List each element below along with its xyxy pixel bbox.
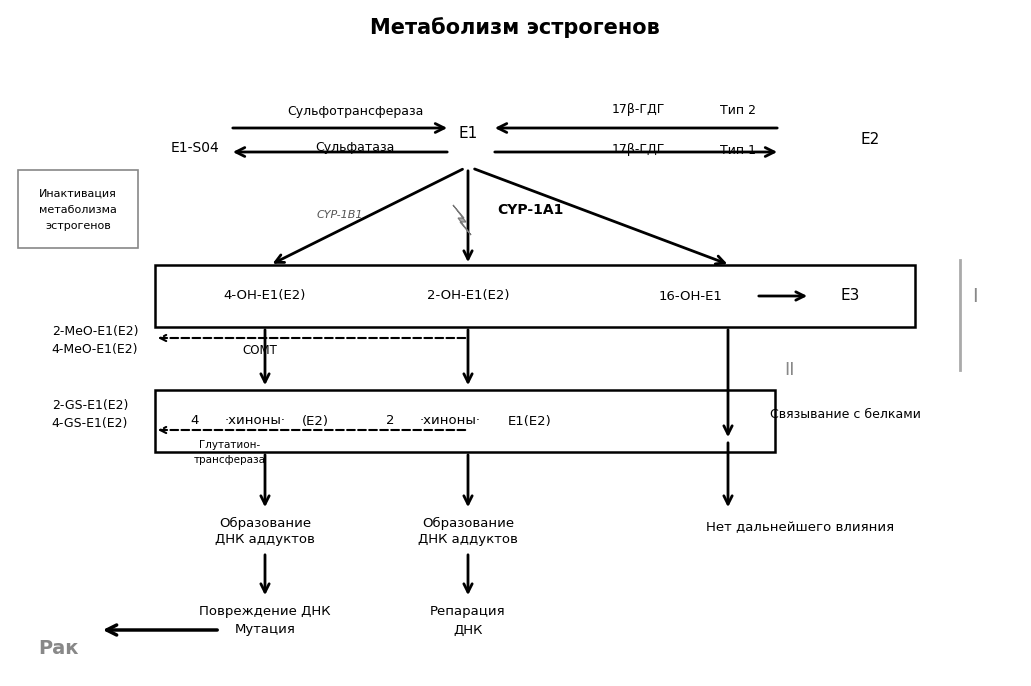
Text: трансфераза: трансфераза (194, 455, 266, 465)
Text: Связывание с белками: Связывание с белками (769, 408, 921, 421)
Text: ·хиноны·: ·хиноны· (225, 414, 286, 427)
Text: E1: E1 (459, 126, 477, 141)
Text: II: II (785, 361, 795, 379)
Text: Образование: Образование (422, 517, 514, 530)
Text: ДНК аддуктов: ДНК аддуктов (215, 534, 314, 547)
Text: Глутатион-: Глутатион- (199, 440, 261, 450)
Text: Повреждение ДНК: Повреждение ДНК (199, 606, 331, 619)
Text: E3: E3 (840, 289, 860, 303)
Text: CYP-1A1: CYP-1A1 (497, 203, 563, 217)
Text: Тип 2: Тип 2 (720, 104, 756, 117)
Text: CYP-1B1: CYP-1B1 (317, 210, 363, 220)
Text: 17β-ГДГ: 17β-ГДГ (611, 143, 665, 156)
Text: Инактивация: Инактивация (39, 189, 117, 199)
Text: 2-МеО-Е1(Е2): 2-МеО-Е1(Е2) (52, 325, 138, 338)
Text: 2: 2 (386, 414, 394, 427)
Polygon shape (453, 205, 471, 235)
Bar (18, 170, 138, 248)
Bar (155, 265, 914, 327)
Text: 2-OH-E1(E2): 2-OH-E1(E2) (427, 289, 509, 303)
Text: (Е2): (Е2) (301, 414, 329, 427)
Text: Сульфатаза: Сульфатаза (315, 141, 395, 154)
Text: Метаболизм эстрогенов: Метаболизм эстрогенов (370, 18, 660, 38)
Text: Е1(Е2): Е1(Е2) (508, 414, 552, 427)
Text: 4-OH-E1(E2): 4-OH-E1(E2) (224, 289, 306, 303)
Text: I: I (972, 287, 977, 305)
Bar (155, 390, 775, 452)
Text: Сульфотрансфераза: Сульфотрансфераза (287, 106, 423, 119)
Text: Образование: Образование (219, 517, 311, 530)
Text: Нет дальнейшего влияния: Нет дальнейшего влияния (706, 521, 894, 534)
Text: ДНК аддуктов: ДНК аддуктов (418, 534, 518, 547)
Text: 17β-ГДГ: 17β-ГДГ (611, 104, 665, 117)
Text: ДНК: ДНК (454, 624, 483, 637)
Text: 16-OH-E1: 16-OH-E1 (658, 289, 722, 303)
Text: метаболизма: метаболизма (39, 205, 117, 215)
Text: 4: 4 (191, 414, 199, 427)
Text: E2: E2 (861, 132, 879, 147)
Text: Рак: Рак (38, 639, 78, 657)
Text: эстрогенов: эстрогенов (45, 221, 111, 231)
Text: Тип 1: Тип 1 (720, 143, 756, 156)
Text: 2-GS-Е1(Е2): 2-GS-Е1(Е2) (52, 399, 128, 412)
Text: 4-GS-Е1(Е2): 4-GS-Е1(Е2) (52, 418, 128, 431)
Text: СОМТ: СОМТ (242, 344, 277, 357)
Text: ·хиноны·: ·хиноны· (420, 414, 480, 427)
Text: E1-S04: E1-S04 (170, 141, 220, 155)
Text: Мутация: Мутация (235, 624, 296, 637)
Text: 4-МеО-Е1(Е2): 4-МеО-Е1(Е2) (52, 344, 138, 357)
Text: Репарация: Репарация (430, 606, 506, 619)
